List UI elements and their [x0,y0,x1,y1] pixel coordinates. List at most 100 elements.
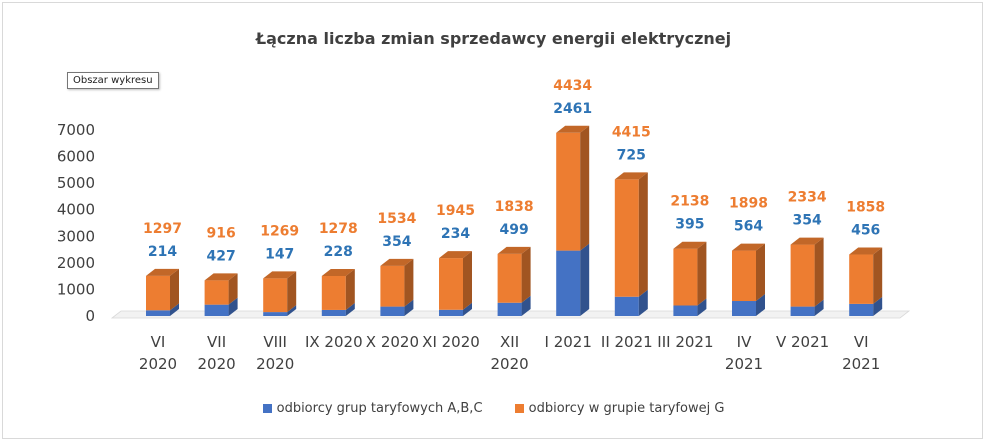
data-label-g-10: 1898 [729,196,768,212]
data-label-g-1: 916 [206,225,235,241]
legend-item-g[interactable]: odbiorcy w grupie taryfowej G [514,401,725,416]
bar-g-top-6 [497,246,531,254]
x-tick-label-6: 2020 [491,355,529,373]
data-label-abc-3: 228 [324,244,353,260]
y-tick-label: 3000 [57,227,95,245]
bar-g-side-12 [873,247,883,304]
legend-swatch-abc [262,404,272,413]
bar-abc-side-8 [638,289,648,316]
bar-abc-side-3 [345,302,355,316]
bar-g-top-11 [790,237,824,245]
bar-abc-7 [556,250,581,316]
x-tick-label-4: X 2020 [366,333,419,351]
bar-g-5 [439,258,463,310]
bar-g-2 [263,278,288,313]
legend-item-abc[interactable]: odbiorcy grup taryfowych A,B,C [262,401,483,416]
bar-g-top-0 [146,268,179,276]
bar-abc-0 [146,310,170,316]
x-tick-label-11: V 2021 [776,333,829,351]
bar-g-top-12 [849,247,883,255]
data-label-g-8: 4415 [612,124,651,140]
bar-abc-side-4 [404,299,414,316]
bar-abc-1 [204,304,229,316]
data-label-g-9: 2138 [670,194,709,210]
bar-g-top-7 [556,125,590,133]
chart-area-tooltip: Obszar wykresu [67,72,159,89]
chart-title: Łączna liczba zmian sprzedawcy energii e… [255,29,732,48]
data-label-abc-11: 354 [792,213,821,229]
bar-abc-2 [263,312,288,316]
y-tick-label: 6000 [57,148,95,166]
x-tick-label-10: 2021 [725,355,763,373]
bar-g-top-10 [732,243,765,251]
bar-abc-side-7 [580,243,590,316]
bar-g-side-0 [170,268,179,311]
bar-g-10 [732,250,756,302]
bar-g-side-7 [580,125,590,251]
bar-abc-side-10 [756,294,765,316]
data-label-g-3: 1278 [319,221,358,237]
bar-abc-9 [673,305,698,316]
x-tick-label-12: 2021 [842,355,880,373]
bar-abc-side-1 [228,297,238,316]
bar-g-0 [146,275,170,311]
bar-abc-side-0 [170,303,179,316]
legend-label-g: odbiorcy w grupie taryfowej G [528,401,725,416]
bar-g-11 [790,244,815,307]
bar-g-side-2 [287,271,297,313]
data-label-abc-0: 214 [148,244,177,260]
x-tick-label-8: II 2021 [601,333,653,351]
bar-abc-5 [439,309,463,316]
x-tick-label-2: 2020 [256,355,294,373]
bar-g-6 [497,253,522,303]
data-label-abc-4: 354 [382,234,411,250]
bar-g-top-4 [380,258,414,266]
x-tick-label-12: VI [854,333,869,351]
bar-abc-side-9 [697,298,707,316]
x-tick-label-7: I 2021 [545,333,592,351]
data-label-g-4: 1534 [377,211,416,227]
x-tick-label-1: VII [207,333,226,351]
bar-g-7 [556,132,581,251]
bar-abc-8 [614,296,639,316]
data-label-g-12: 1858 [846,200,885,216]
x-tick-label-0: 2020 [139,355,177,373]
data-label-abc-9: 395 [675,217,704,233]
bar-g-side-10 [756,243,765,302]
data-label-g-2: 1269 [260,223,299,239]
data-label-abc-2: 147 [265,246,294,262]
bar-abc-side-5 [463,302,472,316]
bar-g-side-3 [345,268,355,310]
bar-g-side-11 [814,237,824,307]
bar-g-side-9 [697,241,707,306]
bar-abc-10 [732,301,756,316]
bar-g-top-5 [439,251,472,259]
bar-abc-side-11 [814,299,824,316]
legend-label-abc: odbiorcy grup taryfowych A,B,C [276,401,483,416]
bar-g-side-5 [463,251,472,310]
bar-g-12 [849,254,874,304]
y-tick-label: 7000 [57,121,95,139]
bar-g-8 [614,179,639,297]
data-label-abc-12: 456 [851,223,880,239]
y-tick-label: 2000 [57,254,95,272]
y-tick-label: 4000 [57,201,95,219]
bar-g-side-6 [521,246,531,303]
x-tick-label-3: IX 2020 [305,333,363,351]
bar-abc-side-12 [873,296,883,316]
bar-g-side-4 [404,258,414,307]
data-label-abc-5: 234 [441,226,470,242]
y-tick-label: 1000 [57,280,95,298]
data-label-g-11: 2334 [788,190,827,206]
y-tick-label: 5000 [57,174,95,192]
x-tick-label-0: VI [151,333,166,351]
legend-swatch-g [514,404,524,413]
bar-abc-3 [321,309,346,316]
data-label-abc-7: 2461 [553,101,592,117]
bar-abc-11 [790,306,815,316]
data-label-abc-1: 427 [206,248,235,264]
y-tick-label: 0 [85,307,95,325]
x-tick-label-1: 2020 [198,355,236,373]
